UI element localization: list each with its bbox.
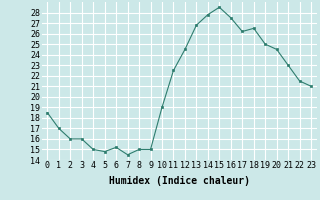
X-axis label: Humidex (Indice chaleur): Humidex (Indice chaleur) bbox=[109, 176, 250, 186]
